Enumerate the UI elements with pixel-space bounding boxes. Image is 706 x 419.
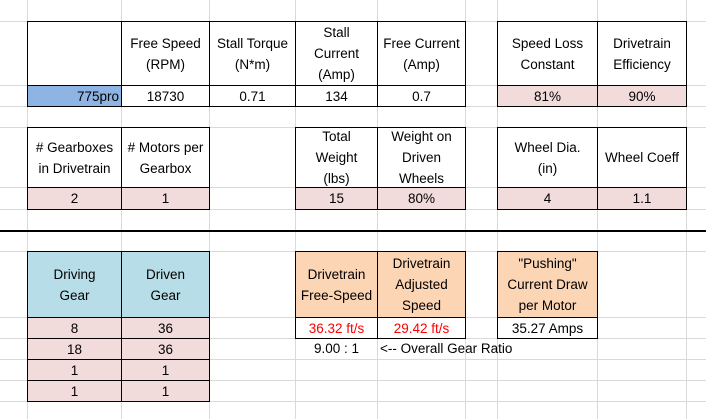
stall-torque-header[interactable]: Stall Torque (N*m) <box>209 21 296 86</box>
drivetrain-efficiency-header[interactable]: Drivetrain Efficiency <box>597 21 687 86</box>
gearboxes-header[interactable]: # Gearboxes in Drivetrain <box>27 127 122 188</box>
driven-gear-value[interactable]: 1 <box>121 359 210 381</box>
motors-per-gearbox-value[interactable]: 1 <box>121 187 210 210</box>
driving-gear-value[interactable]: 18 <box>27 338 122 360</box>
wheel-coeff-header[interactable]: Wheel Coeff <box>597 127 687 188</box>
stall-current-header[interactable]: Stall Current (Amp) <box>295 21 378 86</box>
free-current-value[interactable]: 0.7 <box>377 85 466 107</box>
pushing-current-value[interactable]: 35.27 Amps <box>497 317 598 339</box>
gridline <box>0 359 706 360</box>
stall-torque-value[interactable]: 0.71 <box>209 85 296 107</box>
total-weight-value[interactable]: 15 <box>295 187 378 210</box>
total-weight-header[interactable]: Total Weight (lbs) <box>295 127 378 188</box>
driven-gear-value[interactable]: 36 <box>121 317 210 339</box>
gridline <box>0 401 706 402</box>
driving-gear-header[interactable]: Driving Gear <box>27 251 122 318</box>
wheel-coeff-value[interactable]: 1.1 <box>597 187 687 210</box>
free-current-header[interactable]: Free Current (Amp) <box>377 21 466 86</box>
motor-name-cell[interactable]: 775pro <box>27 85 122 107</box>
free-speed-header[interactable]: Free Speed (RPM) <box>121 21 210 86</box>
drivetrain-efficiency-value[interactable]: 90% <box>597 85 687 107</box>
overall-gear-ratio-label[interactable]: <-- Overall Gear Ratio <box>380 341 513 356</box>
overall-gear-ratio-value[interactable]: 9.00 : 1 <box>313 341 360 356</box>
section-divider <box>0 230 706 232</box>
driven-gear-value[interactable]: 1 <box>121 380 210 402</box>
driving-gear-value[interactable]: 1 <box>27 380 122 402</box>
free-speed-result-header[interactable]: Drivetrain Free-Speed <box>295 251 378 318</box>
driving-gear-value[interactable]: 8 <box>27 317 122 339</box>
gearboxes-value[interactable]: 2 <box>27 187 122 210</box>
motor-header-blank[interactable] <box>27 21 122 86</box>
driven-weight-header[interactable]: Weight on Driven Wheels <box>377 127 466 188</box>
wheel-diameter-value[interactable]: 4 <box>497 187 598 210</box>
speed-loss-value[interactable]: 81% <box>497 85 598 107</box>
wheel-diameter-header[interactable]: Wheel Dia. (in) <box>497 127 598 188</box>
gridline <box>0 380 706 381</box>
free-speed-result-value[interactable]: 36.32 ft/s <box>295 317 378 339</box>
motors-per-gearbox-header[interactable]: # Motors per Gearbox <box>121 127 210 188</box>
driven-weight-value[interactable]: 80% <box>377 187 466 210</box>
driven-gear-value[interactable]: 36 <box>121 338 210 360</box>
adjusted-speed-value[interactable]: 29.42 ft/s <box>377 317 466 339</box>
driven-gear-header[interactable]: Driven Gear <box>121 251 210 318</box>
driving-gear-value[interactable]: 1 <box>27 359 122 381</box>
speed-loss-header[interactable]: Speed Loss Constant <box>497 21 598 86</box>
pushing-current-header[interactable]: "Pushing" Current Draw per Motor <box>497 251 598 318</box>
stall-current-value[interactable]: 134 <box>295 85 378 107</box>
free-speed-value[interactable]: 18730 <box>121 85 210 107</box>
adjusted-speed-header[interactable]: Drivetrain Adjusted Speed <box>377 251 466 318</box>
